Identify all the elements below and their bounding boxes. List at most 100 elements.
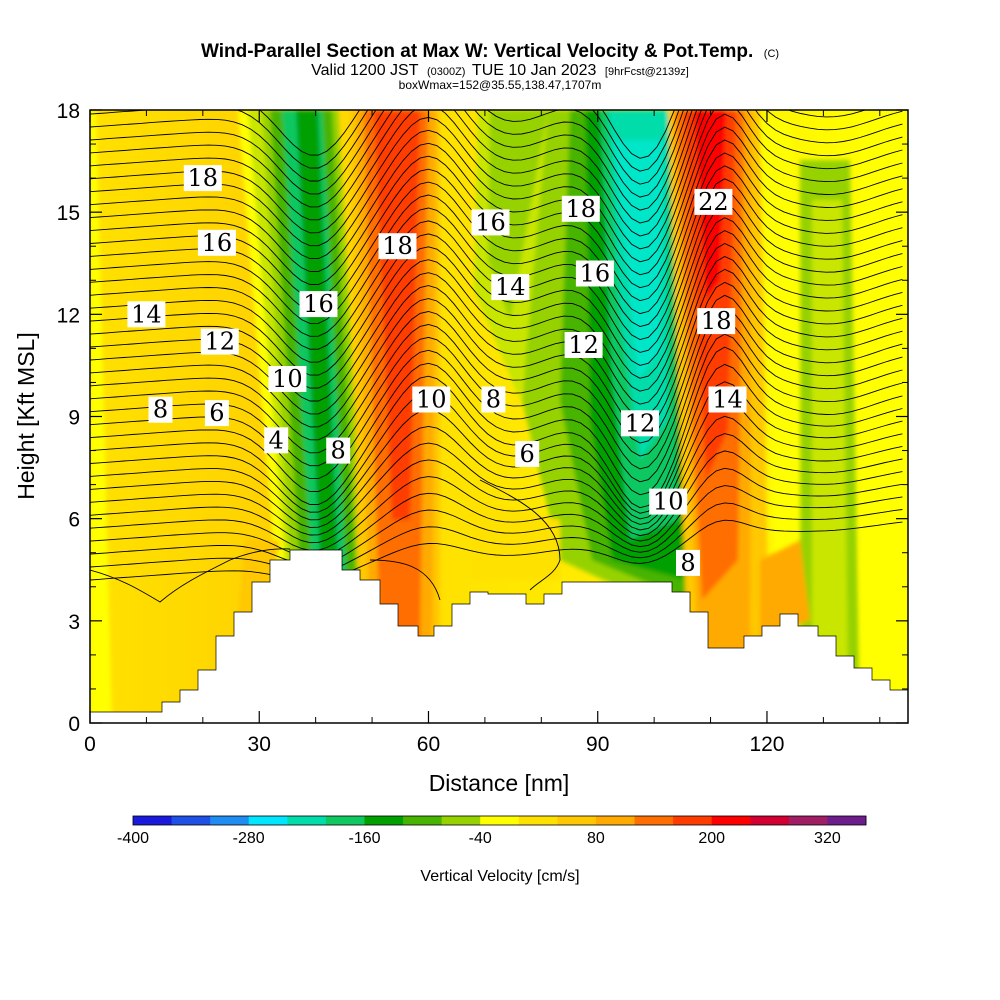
contour-label-box (515, 441, 540, 467)
contour-label-text: 6 (520, 440, 535, 468)
theta-contour-label: 18 (183, 164, 222, 192)
contour-label-text: 10 (653, 488, 684, 516)
theta-contour-line-low (369, 479, 561, 601)
x-tick-label: 60 (417, 733, 440, 756)
chart-subtitle-valid-time: Valid 1200 JST (0300Z) TUE 10 Jan 2023 [… (311, 62, 689, 79)
theta-contour-label: 16 (575, 260, 614, 288)
colorbar-swatch (711, 816, 751, 825)
colorbar-swatch (441, 816, 481, 825)
contour-label-text: 8 (331, 437, 346, 465)
colorbar-frame (132, 815, 867, 826)
colorbar-swatch (248, 816, 288, 825)
theta-contour-label: 18 (378, 232, 417, 260)
colorbar (132, 815, 867, 826)
theta-contour-label: 8 (148, 396, 173, 424)
contour-label-box (481, 386, 506, 413)
contour-label-box (299, 291, 338, 318)
band2-red-orange (374, 110, 420, 520)
contour-label-text: 16 (303, 290, 334, 318)
contour-label-text: 8 (680, 549, 695, 577)
theta-contour-line (90, 113, 903, 276)
colorbar-swatch (673, 816, 713, 825)
contour-label-box (676, 549, 700, 576)
contour-label-text: 22 (698, 188, 729, 216)
y-tick-label: 6 (68, 509, 80, 532)
theta-contour-line (90, 433, 903, 544)
theta-contour-label: 10 (412, 386, 451, 414)
colorbar-swatch (171, 816, 211, 825)
theta-contour-label: 6 (204, 399, 229, 427)
band6-light-green (812, 200, 848, 680)
colorbar-swatch (133, 816, 172, 825)
theta-contour-line (90, 178, 903, 340)
contour-label-box (183, 165, 222, 192)
theta-contour-line (90, 110, 903, 237)
chart-title: Wind-Parallel Section at Max W: Vertical… (201, 41, 779, 62)
theta-contour-line (90, 450, 903, 551)
theta-contour-label: 4 (264, 426, 289, 454)
terrain-mask (90, 549, 908, 723)
contour-label-text: 18 (566, 195, 597, 223)
contour-label-box (471, 209, 510, 236)
contour-label-box (694, 188, 733, 215)
contour-label-text: 16 (202, 229, 233, 257)
y-tick-label: 9 (68, 407, 80, 430)
contour-label-box (561, 195, 600, 222)
contour-label-box (412, 386, 451, 413)
contour-label-box (491, 274, 530, 301)
colorbar-tick-label: -40 (469, 830, 492, 847)
contour-label-text: 8 (486, 386, 501, 414)
colorbar-swatch (364, 816, 404, 825)
theta-contour-line (90, 110, 903, 263)
contour-label-text: 18 (382, 232, 413, 260)
theta-contour-line (90, 110, 684, 185)
colorbar-swatch (210, 816, 250, 825)
theta-contour-line (90, 230, 903, 392)
contour-label-box (564, 332, 603, 358)
y-tick-label: 12 (57, 304, 80, 327)
colorbar-swatch (518, 816, 558, 825)
contour-label-text: 18 (701, 307, 732, 335)
contour-label-text: 14 (712, 386, 743, 414)
theta-contour-label: 10 (649, 488, 688, 516)
theta-contour-label: 8 (676, 549, 700, 577)
contour-label-text: 10 (416, 386, 447, 414)
theta-contour-label: 18 (697, 307, 736, 335)
x-axis-ticks: 0 30 60 90 120 (84, 110, 881, 756)
colorbar-swatch (750, 816, 790, 825)
contour-label-text: 12 (625, 409, 656, 437)
contour-label-text: 4 (269, 426, 284, 454)
x-axis-label: Distance [nm] (429, 770, 570, 796)
y-tick-label: 15 (57, 202, 80, 225)
band3-yellow-green (488, 110, 548, 320)
theta-contour-line (90, 363, 903, 514)
contour-label-box (197, 229, 236, 256)
colorbar-label: Vertical Velocity [cm/s] (420, 868, 579, 885)
theta-contour-line (90, 398, 903, 528)
theta-contour-line (90, 281, 903, 444)
theta-contour-line (90, 165, 903, 327)
theta-contour-label: 12 (564, 331, 603, 359)
y-tick-label: 18 (57, 100, 80, 123)
y-axis-label: Height [Kft MSL] (13, 332, 39, 499)
contour-label-box (268, 366, 307, 392)
contour-label-text: 18 (188, 164, 219, 192)
x-tick-label: 90 (586, 733, 609, 756)
x-tick-label: 120 (749, 733, 784, 756)
colorbar-swatch (287, 816, 327, 825)
contour-label-box (264, 427, 289, 454)
contour-label-box (575, 260, 614, 287)
theta-contour-label: 14 (491, 273, 530, 301)
theta-contour-line (90, 333, 903, 496)
theta-contour-line (90, 110, 903, 250)
theta-contour-label: 8 (481, 386, 506, 414)
colorbar-tick-label: 200 (698, 830, 725, 847)
contour-label-box (200, 328, 239, 355)
contour-label-box (326, 437, 351, 464)
contour-label-text: 8 (153, 396, 168, 424)
y-axis-ticks: 0 3 6 9 12 15 18 (57, 100, 908, 736)
theta-contour-line (90, 268, 903, 431)
theta-contour-label: 16 (471, 208, 510, 236)
